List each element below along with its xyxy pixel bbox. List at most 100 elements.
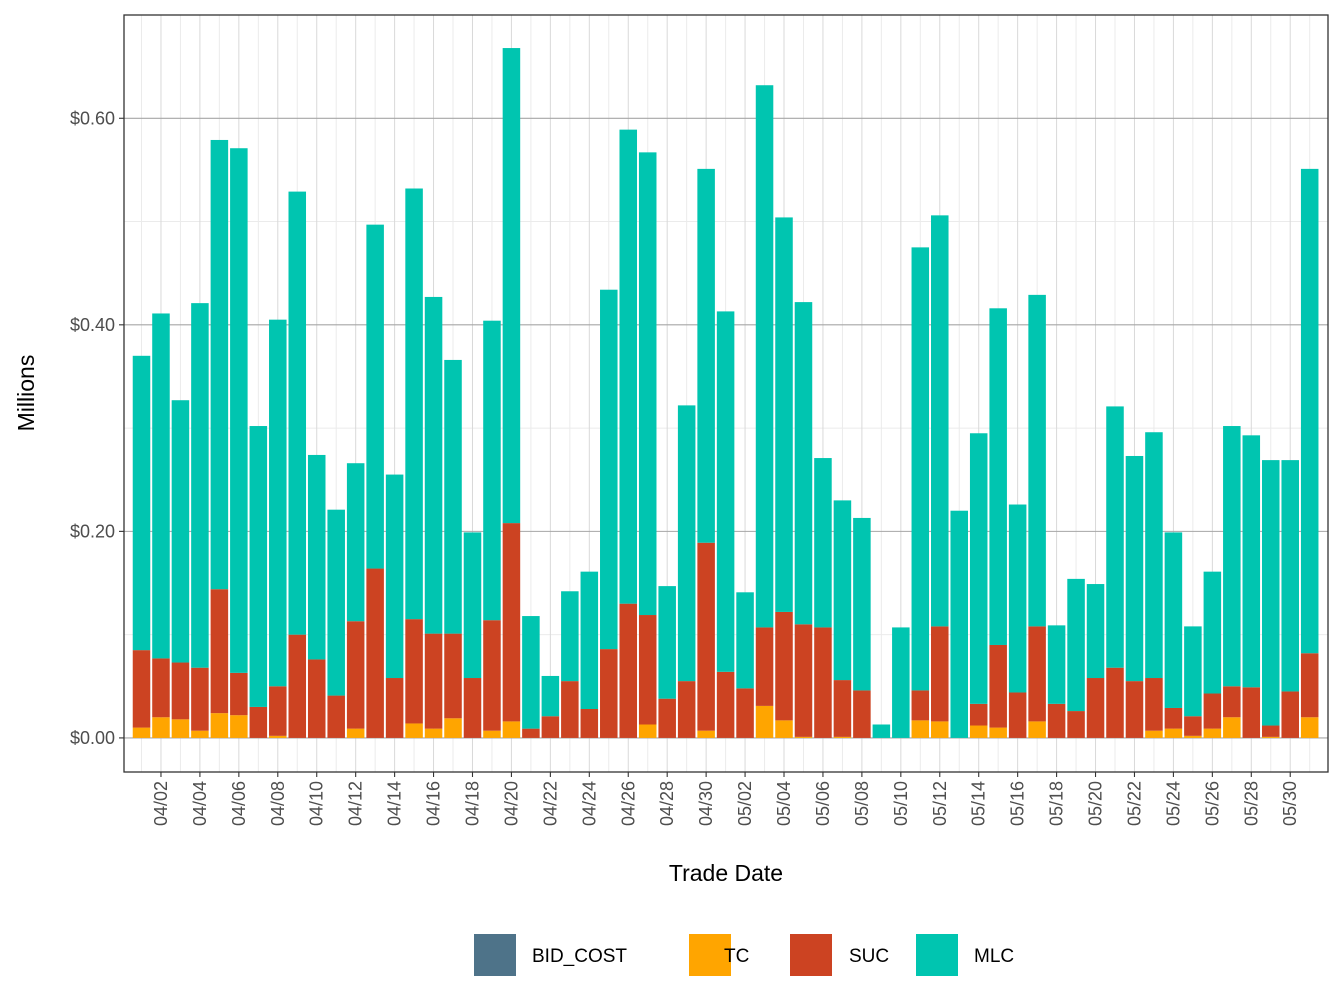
bar-mlc [561, 591, 579, 682]
bar-mlc [132, 355, 151, 651]
bar-suc [600, 649, 618, 738]
bar-suc [327, 695, 345, 738]
bar-suc [463, 678, 482, 738]
bar-mlc [989, 308, 1007, 645]
bar-mlc [950, 510, 969, 738]
bar-tc [132, 727, 151, 738]
bar-mlc [638, 152, 657, 616]
bar-mlc [152, 313, 170, 659]
bar-suc [210, 589, 229, 714]
bar-suc [736, 688, 754, 738]
bar-mlc [775, 217, 793, 612]
bar-mlc [697, 168, 715, 543]
x-tick-label: 04/22 [540, 781, 560, 826]
bar-mlc [677, 405, 696, 682]
bar-tc [969, 725, 988, 738]
plot-border [123, 14, 1329, 773]
bar-suc [1125, 681, 1144, 738]
bar-suc [638, 615, 657, 725]
x-tick-label: 05/06 [813, 781, 833, 826]
bar-suc [541, 716, 560, 738]
bar-suc [288, 634, 307, 738]
bar-suc [230, 672, 248, 716]
bar-suc [814, 627, 832, 738]
x-tick-label: 04/14 [385, 781, 405, 826]
x-tick-label: 04/16 [424, 781, 444, 826]
bar-tc [775, 720, 793, 738]
bar-suc [853, 690, 871, 738]
bar-mlc [1086, 584, 1105, 679]
x-tick-label: 05/18 [1047, 781, 1067, 826]
bar-tc [1261, 736, 1280, 738]
legend: BID_COST TC SUC MLC [474, 934, 1014, 976]
legend-swatch-tc [689, 934, 731, 976]
bar-tc [1223, 717, 1241, 738]
x-tick-label: 05/30 [1280, 781, 1300, 826]
bar-suc [1086, 678, 1105, 738]
bar-tc [502, 721, 521, 738]
bar-suc [716, 671, 735, 738]
x-tick-label: 04/26 [618, 781, 638, 826]
bar-tc [210, 713, 229, 738]
bar-suc [1300, 653, 1319, 718]
bar-mlc [191, 303, 209, 668]
bar-suc [794, 624, 813, 737]
bar-tc [191, 730, 209, 738]
x-tick-label: 05/24 [1163, 781, 1183, 826]
bar-mlc [1184, 626, 1202, 717]
bar-tc [1300, 717, 1319, 738]
bar-mlc [1223, 426, 1241, 687]
y-tick-label: $0.40 [70, 315, 115, 335]
bar-suc [1281, 691, 1299, 738]
bar-mlc [366, 224, 384, 569]
bar-suc [969, 703, 988, 726]
bar-mlc [1067, 578, 1085, 712]
bar-tc [483, 730, 501, 738]
bar-tc [833, 736, 852, 738]
bar-mlc [541, 675, 560, 717]
bar-suc [424, 633, 443, 729]
bar-suc [911, 690, 930, 721]
y-axis: $0.00 $0.20 $0.40 $0.60 [70, 108, 124, 748]
x-tick-label: 04/02 [151, 781, 171, 826]
bar-tc [638, 724, 657, 738]
x-axis-title: Trade Date [669, 860, 783, 886]
bar-mlc [269, 319, 287, 687]
bar-suc [1145, 678, 1163, 731]
bar-suc [1203, 693, 1222, 729]
bar-mlc [346, 463, 365, 622]
bar-suc [405, 619, 423, 724]
bar-mlc [288, 191, 307, 635]
legend-swatch-suc [790, 934, 832, 976]
bar-tc [346, 728, 365, 738]
bar-suc [658, 698, 676, 738]
bar-mlc [230, 148, 248, 673]
bar-suc [1047, 703, 1066, 738]
y-tick-label: $0.60 [70, 108, 115, 128]
x-tick-label: 05/16 [1008, 781, 1028, 826]
bar-suc [619, 603, 638, 738]
bar-suc [677, 681, 696, 738]
bar-mlc [1261, 460, 1280, 726]
bar-suc [1184, 716, 1202, 736]
bar-mlc [911, 247, 930, 691]
bar-suc [1008, 692, 1027, 738]
bar-suc [697, 542, 715, 731]
legend-swatch-mlc [916, 934, 958, 976]
bar-tc [1028, 721, 1046, 738]
legend-label-mlc: MLC [974, 946, 1014, 967]
bar-mlc [1145, 432, 1163, 679]
bar-mlc [1008, 504, 1027, 693]
bar-mlc [600, 289, 618, 650]
bar-mlc [1028, 294, 1046, 627]
bar-mlc [1125, 455, 1144, 682]
bar-tc [755, 705, 774, 738]
x-tick-label: 05/10 [891, 781, 911, 826]
legend-swatch-bid-cost [474, 934, 516, 976]
x-tick-label: 04/18 [462, 781, 482, 826]
bar-mlc [444, 359, 462, 634]
bar-mlc [1242, 435, 1261, 688]
bar-tc [152, 717, 170, 738]
bar-tc [794, 736, 813, 738]
x-tick-label: 05/20 [1086, 781, 1106, 826]
